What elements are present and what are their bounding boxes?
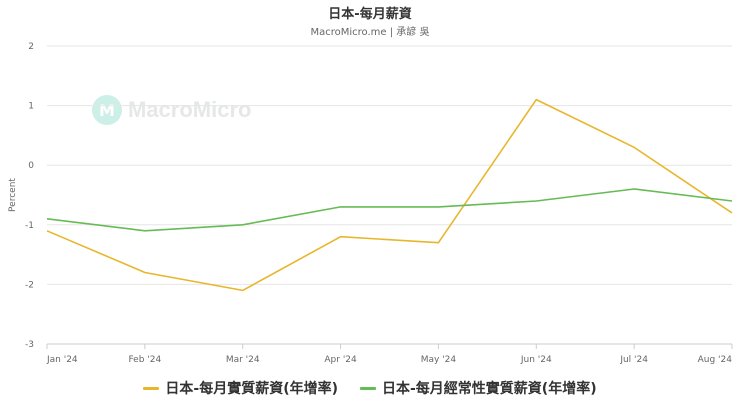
legend-label: 日本-每月實質薪資(年增率) [165, 381, 338, 397]
chart-subtitle: MacroMicro.me | 承諺 吳 [310, 27, 430, 38]
grid-lines [47, 45, 732, 345]
y-tick-label: 0 [28, 161, 34, 171]
y-tick-label: -2 [25, 280, 34, 290]
x-tick-label: Jan '24 [46, 355, 78, 365]
y-axis-ticks: 2 1 0 -1 -2 -3 [25, 42, 34, 350]
legend-swatch [143, 386, 160, 390]
y-tick-label: 2 [28, 42, 34, 52]
x-tick-label: Aug '24 [698, 355, 733, 365]
y-tick-label: -1 [25, 221, 34, 231]
series-line-2[interactable] [46, 188, 733, 232]
legend: 日本-每月實質薪資(年增率) 日本-每月經常性實質薪資(年增率) [0, 378, 740, 398]
legend-label: 日本-每月經常性實質薪資(年增率) [382, 381, 597, 397]
series-line-1[interactable] [46, 98, 733, 292]
y-tick-label: 1 [28, 102, 34, 112]
legend-item-1[interactable]: 日本-每月實質薪資(年增率) [143, 378, 338, 398]
line-chart: Jan '24 Feb '24 Mar '24 Apr '24 May '24 Jun '… [8, 42, 733, 365]
x-tick-label: Apr '24 [324, 355, 357, 365]
legend-swatch [360, 386, 376, 390]
x-tick-label: Jun '24 [520, 355, 552, 365]
x-tick-label: Mar '24 [226, 355, 260, 365]
x-tick-label: Feb '24 [128, 355, 161, 365]
y-tick-label: -3 [25, 340, 34, 350]
x-tick-label: May '24 [421, 355, 457, 365]
x-tick-label: Jul '24 [619, 355, 648, 365]
series-lines [46, 98, 733, 292]
legend-item-2[interactable]: 日本-每月經常性實質薪資(年增率) [360, 378, 597, 398]
y-axis-label: Percent [8, 178, 18, 212]
x-axis-ticks: Jan '24 Feb '24 Mar '24 Apr '24 May '24 Jun '… [46, 344, 733, 365]
watermark-text: MacroMicro [128, 97, 252, 122]
chart-title: 日本-每月薪資 [328, 7, 412, 22]
